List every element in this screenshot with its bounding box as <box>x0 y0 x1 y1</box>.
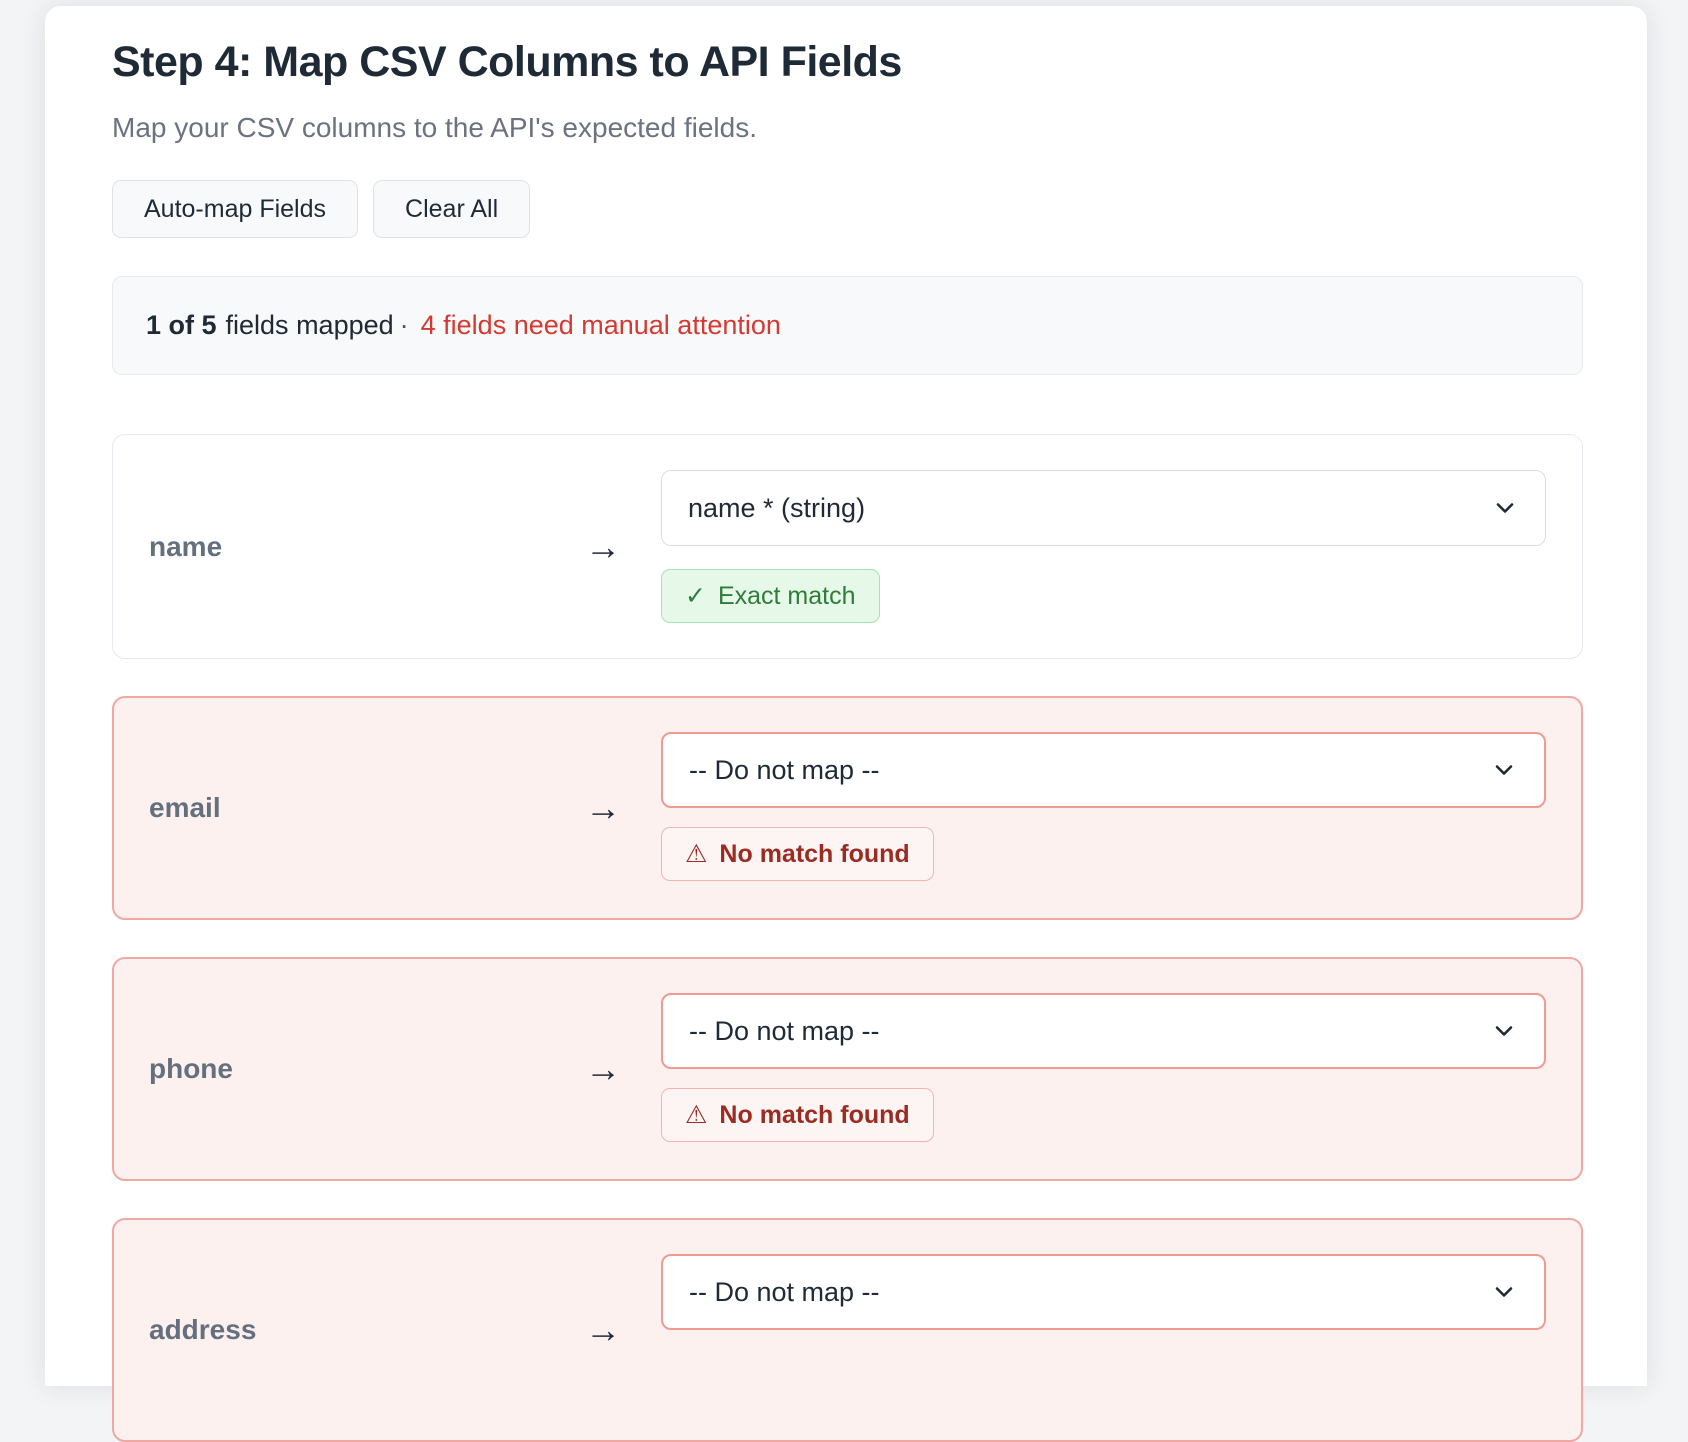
csv-column-label: phone <box>149 1053 233 1085</box>
api-field-select[interactable]: name * (string) <box>661 470 1546 547</box>
selected-api-field: -- Do not map -- <box>689 1015 880 1046</box>
status-separator: · <box>399 310 409 341</box>
arrow-right-icon: → <box>585 1048 621 1090</box>
selected-api-field: -- Do not map -- <box>689 1276 880 1307</box>
mapping-row-address: address → -- Do not map -- <box>112 1218 1583 1442</box>
warning-icon: ⚠ <box>685 1100 708 1129</box>
mapping-status-bar: 1 of 5 fields mapped · 4 fields need man… <box>112 276 1583 376</box>
chevron-down-icon <box>1490 1278 1518 1306</box>
page-subtitle: Map your CSV columns to the API's expect… <box>112 112 757 144</box>
toolbar: Auto-map Fields Clear All <box>112 180 1583 239</box>
badge-label: Exact match <box>717 581 856 610</box>
mapped-count-label: fields mapped <box>225 310 394 341</box>
mapping-row-email: email → -- Do not map -- ⚠ No match foun… <box>112 696 1583 921</box>
chevron-down-icon <box>1490 1017 1518 1045</box>
check-icon: ✓ <box>685 581 706 610</box>
auto-map-fields-button[interactable]: Auto-map Fields <box>112 180 359 239</box>
manual-attention-warning: 4 fields need manual attention <box>420 310 781 341</box>
match-status-badge: ⚠ No match found <box>661 827 934 882</box>
csv-column-label: name <box>149 530 223 562</box>
match-status-badge: ⚠ No match found <box>661 1088 934 1143</box>
clear-all-button[interactable]: Clear All <box>373 180 531 239</box>
chevron-down-icon <box>1490 756 1518 784</box>
mapping-row-name: name → name * (string) ✓ Exact match <box>112 434 1583 660</box>
badge-label: No match found <box>719 839 910 868</box>
warning-icon: ⚠ <box>685 839 708 868</box>
match-status-badge: ✓ Exact match <box>661 569 880 624</box>
arrow-right-icon: → <box>585 1309 621 1351</box>
chevron-down-icon <box>1491 494 1519 522</box>
arrow-right-icon: → <box>585 525 621 567</box>
page-title: Step 4: Map CSV Columns to API Fields <box>112 38 902 86</box>
mapped-count: 1 of 5 <box>146 310 217 341</box>
api-field-select[interactable]: -- Do not map -- <box>661 732 1546 809</box>
selected-api-field: -- Do not map -- <box>689 754 880 785</box>
selected-api-field: name * (string) <box>688 492 866 523</box>
csv-column-label: address <box>149 1314 257 1346</box>
api-field-select[interactable]: -- Do not map -- <box>661 1254 1546 1331</box>
badge-label: No match found <box>719 1100 910 1129</box>
mapping-row-phone: phone → -- Do not map -- ⚠ No match foun… <box>112 957 1583 1182</box>
content-card: Step 4: Map CSV Columns to API Fields Ma… <box>45 6 1647 1442</box>
arrow-right-icon: → <box>585 787 621 829</box>
api-field-select[interactable]: -- Do not map -- <box>661 993 1546 1070</box>
csv-column-label: email <box>149 792 221 824</box>
